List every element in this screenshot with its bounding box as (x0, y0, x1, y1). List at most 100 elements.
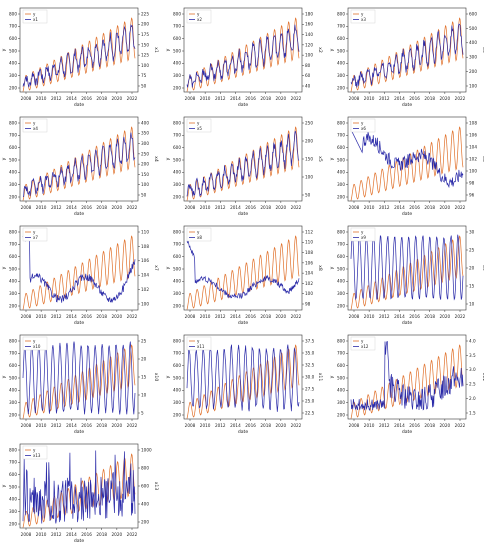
x-tick-label: 2018 (96, 205, 107, 210)
legend: yx1 (22, 9, 48, 24)
x-tick-label: 2018 (96, 314, 107, 319)
y2-tick-label: 15 (469, 283, 475, 288)
x-tick-label: 2012 (51, 96, 62, 101)
y2-axis-label: x11 (317, 373, 323, 382)
y-tick-label: 500 (337, 48, 345, 53)
legend-label-x: x8 (197, 235, 202, 240)
y-tick-label: 800 (173, 338, 181, 343)
legend: yx4 (22, 118, 48, 133)
y-axis-label: y (2, 375, 7, 378)
y-tick-label: 600 (9, 472, 17, 477)
y-tick-label: 300 (9, 291, 17, 296)
y-tick-label: 400 (173, 170, 181, 175)
series-line-x3 (350, 23, 464, 88)
x-tick-label: 2012 (379, 96, 390, 101)
y2-axis-label: x7 (153, 265, 159, 271)
x-tick-label: 2014 (394, 205, 405, 210)
y-tick-label: 300 (173, 291, 181, 296)
x-tick-label: 2018 (260, 423, 271, 428)
y2-tick-label: 106 (469, 132, 477, 137)
x-tick-label: 2012 (215, 423, 226, 428)
legend-label-x: x5 (197, 126, 202, 131)
x-tick-label: 2010 (200, 205, 211, 210)
y2-tick-label: 10 (141, 392, 147, 397)
y-tick-label: 700 (9, 460, 17, 465)
x-tick-label: 2016 (409, 314, 420, 319)
x-tick-label: 2018 (424, 96, 435, 101)
x-tick-label: 2016 (409, 423, 420, 428)
x-tick-label: 2022 (455, 96, 466, 101)
x-tick-label: 2022 (127, 205, 138, 210)
x-axis-label: date (74, 211, 85, 217)
series-line-x9 (350, 234, 464, 301)
y-tick-label: 500 (9, 484, 17, 489)
y2-tick-label: 20 (141, 356, 147, 361)
y-tick-label: 800 (173, 229, 181, 234)
series-line-x13 (22, 450, 136, 524)
x-tick-label: 2012 (51, 532, 62, 537)
y2-tick-label: 102 (141, 287, 149, 292)
legend-label-x: x12 (361, 344, 369, 349)
y-axis-label: y (2, 266, 7, 269)
legend-label-y: y (361, 338, 364, 343)
y2-tick-label: 20 (469, 265, 475, 270)
x-tick-label: 2008 (21, 423, 32, 428)
y2-tick-label: 98 (469, 180, 475, 185)
legend-label-y: y (33, 229, 36, 234)
y2-axis-label: x5 (317, 156, 323, 162)
x-tick-label: 2014 (230, 314, 241, 319)
y2-tick-label: 600 (141, 483, 149, 488)
y-tick-label: 200 (337, 412, 345, 417)
y-tick-label: 400 (9, 388, 17, 393)
y2-tick-label: 300 (469, 55, 477, 60)
y-tick-label: 300 (337, 73, 345, 78)
y2-tick-label: 4.0 (469, 338, 476, 343)
y-tick-label: 400 (337, 170, 345, 175)
x-tick-label: 2022 (455, 205, 466, 210)
y2-tick-label: 108 (141, 244, 149, 249)
y-tick-label: 300 (9, 182, 17, 187)
y2-axis-label: x8 (317, 265, 323, 271)
y2-tick-label: 106 (305, 260, 313, 265)
legend: yx2 (186, 9, 212, 24)
x-tick-label: 2022 (127, 96, 138, 101)
y-tick-label: 600 (337, 36, 345, 41)
y2-tick-label: 50 (141, 192, 147, 197)
x-tick-label: 2014 (66, 532, 77, 537)
y-tick-label: 600 (173, 363, 181, 368)
x-tick-label: 2016 (81, 96, 92, 101)
x-tick-label: 2008 (21, 205, 32, 210)
y-tick-label: 300 (173, 182, 181, 187)
y2-tick-label: 400 (141, 120, 149, 125)
y2-tick-label: 250 (305, 120, 313, 125)
legend-label-x: x10 (33, 344, 41, 349)
series-line-x12 (350, 341, 464, 412)
x-tick-label: 2014 (230, 423, 241, 428)
y-tick-label: 600 (337, 254, 345, 259)
y2-tick-label: 27.5 (305, 386, 315, 391)
chart-panel-10: 2008 2010 2012 2014 2016 2018 2020 202220030040… (2, 334, 159, 435)
y2-tick-label: 22.5 (305, 410, 315, 415)
x-axis-label: date (74, 429, 85, 435)
x-axis-label: date (402, 211, 413, 217)
x-tick-label: 2008 (21, 532, 32, 537)
y-tick-label: 600 (173, 36, 181, 41)
legend: yx8 (186, 227, 212, 242)
y2-tick-label: 32.5 (305, 362, 315, 367)
y2-tick-label: 100 (141, 63, 149, 68)
y2-axis-label: x6 (481, 156, 484, 162)
x-tick-label: 2014 (394, 96, 405, 101)
y-tick-label: 200 (173, 194, 181, 199)
y-tick-label: 300 (337, 400, 345, 405)
y2-tick-label: 112 (305, 229, 313, 234)
x-tick-label: 2016 (409, 96, 420, 101)
y2-tick-label: 600 (469, 11, 477, 16)
y-tick-label: 400 (9, 61, 17, 66)
y-tick-label: 200 (337, 194, 345, 199)
y-tick-label: 300 (173, 400, 181, 405)
chart-panel-3: 2008 2010 2012 2014 2016 2018 2020 2022 200 300 40… (330, 7, 484, 108)
x-tick-label: 2022 (291, 205, 302, 210)
y-tick-label: 500 (173, 375, 181, 380)
legend-label-y: y (197, 120, 200, 125)
y-tick-label: 600 (9, 363, 17, 368)
